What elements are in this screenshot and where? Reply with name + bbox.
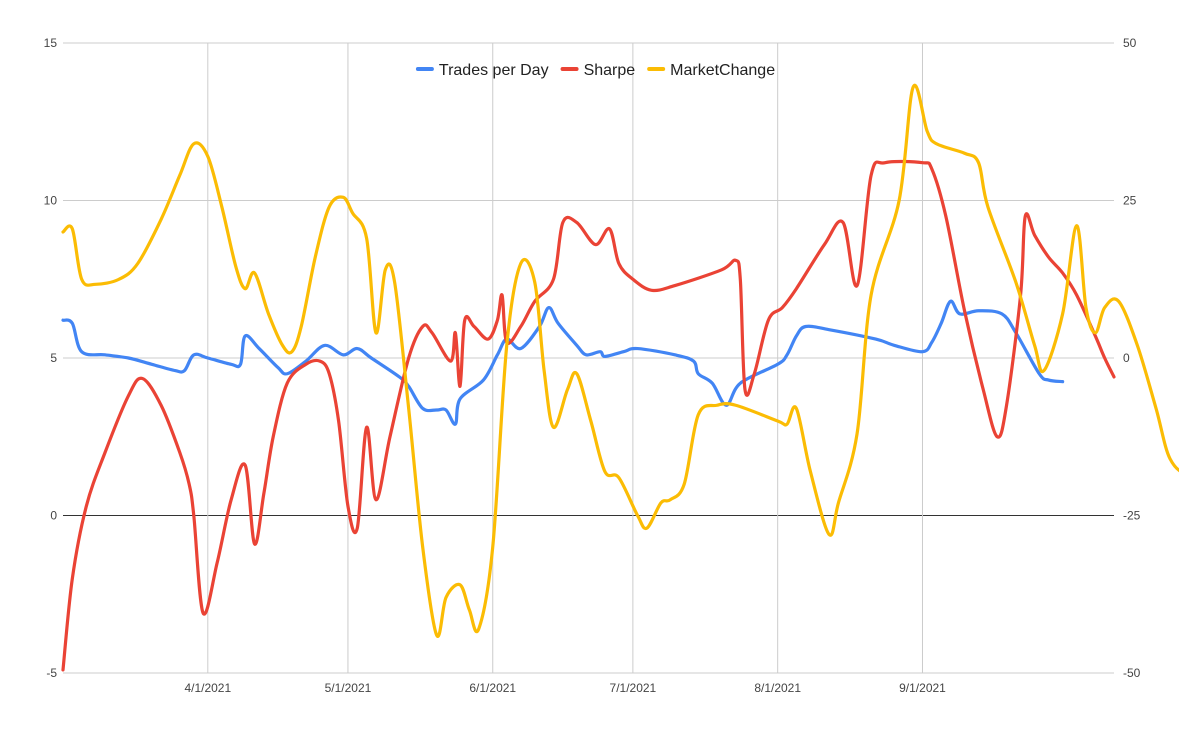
right-y-tick-label: 0 (1123, 351, 1130, 365)
right-y-tick-label: 50 (1123, 36, 1137, 50)
left-y-tick-label: 5 (50, 351, 57, 365)
left-y-tick-label: 15 (44, 36, 58, 50)
x-tick-label: 9/1/2021 (899, 681, 946, 695)
legend: Trades per Day Sharpe MarketChange (415, 62, 775, 79)
legend-label-sharpe: Sharpe (584, 62, 636, 79)
x-tick-label: 8/1/2021 (754, 681, 801, 695)
x-tick-label: 6/1/2021 (469, 681, 516, 695)
x-tick-label: 7/1/2021 (610, 681, 657, 695)
left-y-tick-label: 10 (44, 194, 58, 208)
right-y-tick-label: -50 (1123, 666, 1141, 680)
x-tick-label: 4/1/2021 (184, 681, 231, 695)
series-line-sharpe (61, 159, 1116, 672)
legend-label-trades-per-day: Trades per Day (439, 62, 549, 79)
legend-label-marketchange: MarketChange (670, 62, 775, 79)
series-line-marketchange (61, 83, 1179, 638)
right-y-tick-label: 25 (1123, 194, 1137, 208)
right-y-tick-label: -25 (1123, 509, 1141, 523)
left-y-tick-label: -5 (46, 666, 57, 680)
x-tick-label: 5/1/2021 (325, 681, 372, 695)
series-lines (61, 83, 1179, 672)
left-y-tick-label: 0 (50, 509, 57, 523)
